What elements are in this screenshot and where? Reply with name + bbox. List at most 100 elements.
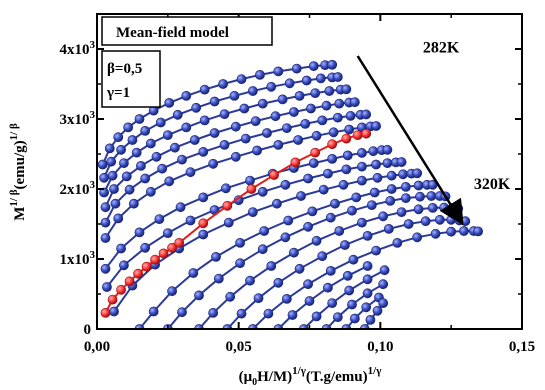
data-point <box>446 226 457 237</box>
data-point <box>368 146 379 157</box>
series <box>321 279 389 329</box>
y-tick-label: 0 <box>84 322 92 338</box>
data-point <box>378 298 389 308</box>
data-point <box>396 157 407 167</box>
data-point <box>164 176 175 187</box>
data-point <box>398 169 408 180</box>
data-point <box>255 70 265 80</box>
data-point <box>351 192 362 203</box>
data-point <box>109 306 119 317</box>
data-point <box>330 198 340 209</box>
data-point <box>150 254 160 265</box>
data-point <box>99 172 109 183</box>
data-point <box>257 186 268 197</box>
data-point <box>107 170 118 181</box>
data-point <box>338 179 349 190</box>
data-point <box>357 217 367 228</box>
data-point <box>412 168 423 179</box>
x-tick-label: 0,05 <box>226 339 252 355</box>
param-box <box>101 50 161 108</box>
data-point <box>284 78 295 89</box>
data-point <box>270 111 281 122</box>
data-point <box>157 163 168 174</box>
data-point <box>102 282 112 292</box>
data-point <box>473 226 483 237</box>
data-point <box>378 279 389 290</box>
data-point <box>148 306 159 317</box>
data-point <box>246 184 257 194</box>
data-point <box>378 211 389 222</box>
data-point <box>311 130 322 141</box>
data-point <box>100 202 111 213</box>
data-point <box>371 121 381 131</box>
data-point <box>311 235 322 246</box>
data-point <box>119 158 129 168</box>
data-point <box>383 223 394 234</box>
x-axis-label-part: 1/γ <box>368 365 382 377</box>
series <box>97 59 338 170</box>
data-point <box>236 74 247 84</box>
data-point <box>317 251 328 262</box>
data-point <box>332 112 343 123</box>
data-point <box>344 285 355 296</box>
data-point <box>116 284 126 295</box>
data-point <box>344 124 355 135</box>
title-box <box>101 16 273 46</box>
data-point <box>247 86 258 96</box>
data-point <box>225 291 236 302</box>
data-point <box>140 125 151 136</box>
data-point <box>177 154 187 165</box>
data-point <box>296 191 306 201</box>
annotation-320k: 320K <box>474 176 511 193</box>
data-point <box>106 156 117 167</box>
data-point <box>113 132 124 143</box>
data-point <box>303 221 313 232</box>
data-point <box>287 310 298 320</box>
data-point <box>349 313 360 324</box>
data-point <box>304 296 315 306</box>
series <box>247 226 483 329</box>
data-point <box>371 245 381 256</box>
data-point <box>281 123 292 134</box>
data-point <box>341 164 352 175</box>
data-point <box>340 240 350 250</box>
data-point <box>400 193 411 203</box>
data-point <box>439 202 449 213</box>
data-point <box>345 110 356 121</box>
data-point <box>321 100 332 111</box>
y-axis-label-part: 1/ β <box>8 189 20 206</box>
data-point <box>369 187 380 198</box>
data-point <box>362 261 373 271</box>
data-point <box>177 307 187 318</box>
series <box>100 109 372 228</box>
data-point <box>128 198 139 209</box>
data-point <box>420 216 431 227</box>
data-point <box>110 198 121 209</box>
data-point <box>172 109 183 120</box>
data-point <box>371 159 381 170</box>
data-point <box>100 233 111 243</box>
data-point <box>236 308 247 319</box>
x-tick-label: 0,00 <box>84 339 110 355</box>
data-point <box>213 273 224 284</box>
x-tick-label: 0,10 <box>367 339 393 355</box>
data-point <box>325 265 336 276</box>
data-point <box>199 84 210 95</box>
data-point <box>266 81 277 92</box>
data-point <box>198 146 209 157</box>
data-point <box>191 102 202 113</box>
series <box>109 168 423 317</box>
data-point <box>175 202 186 213</box>
data-point <box>365 314 376 325</box>
data-point <box>188 268 199 278</box>
data-point <box>303 279 313 290</box>
data-point <box>219 139 230 150</box>
data-point <box>361 128 372 139</box>
y-axis-label-part: M <box>12 207 28 221</box>
x-axis-label-part: H/M) <box>257 369 292 385</box>
data-point <box>362 274 373 285</box>
data-point <box>323 168 333 179</box>
data-point <box>357 175 367 186</box>
data-point <box>263 308 274 319</box>
data-point <box>136 160 146 171</box>
